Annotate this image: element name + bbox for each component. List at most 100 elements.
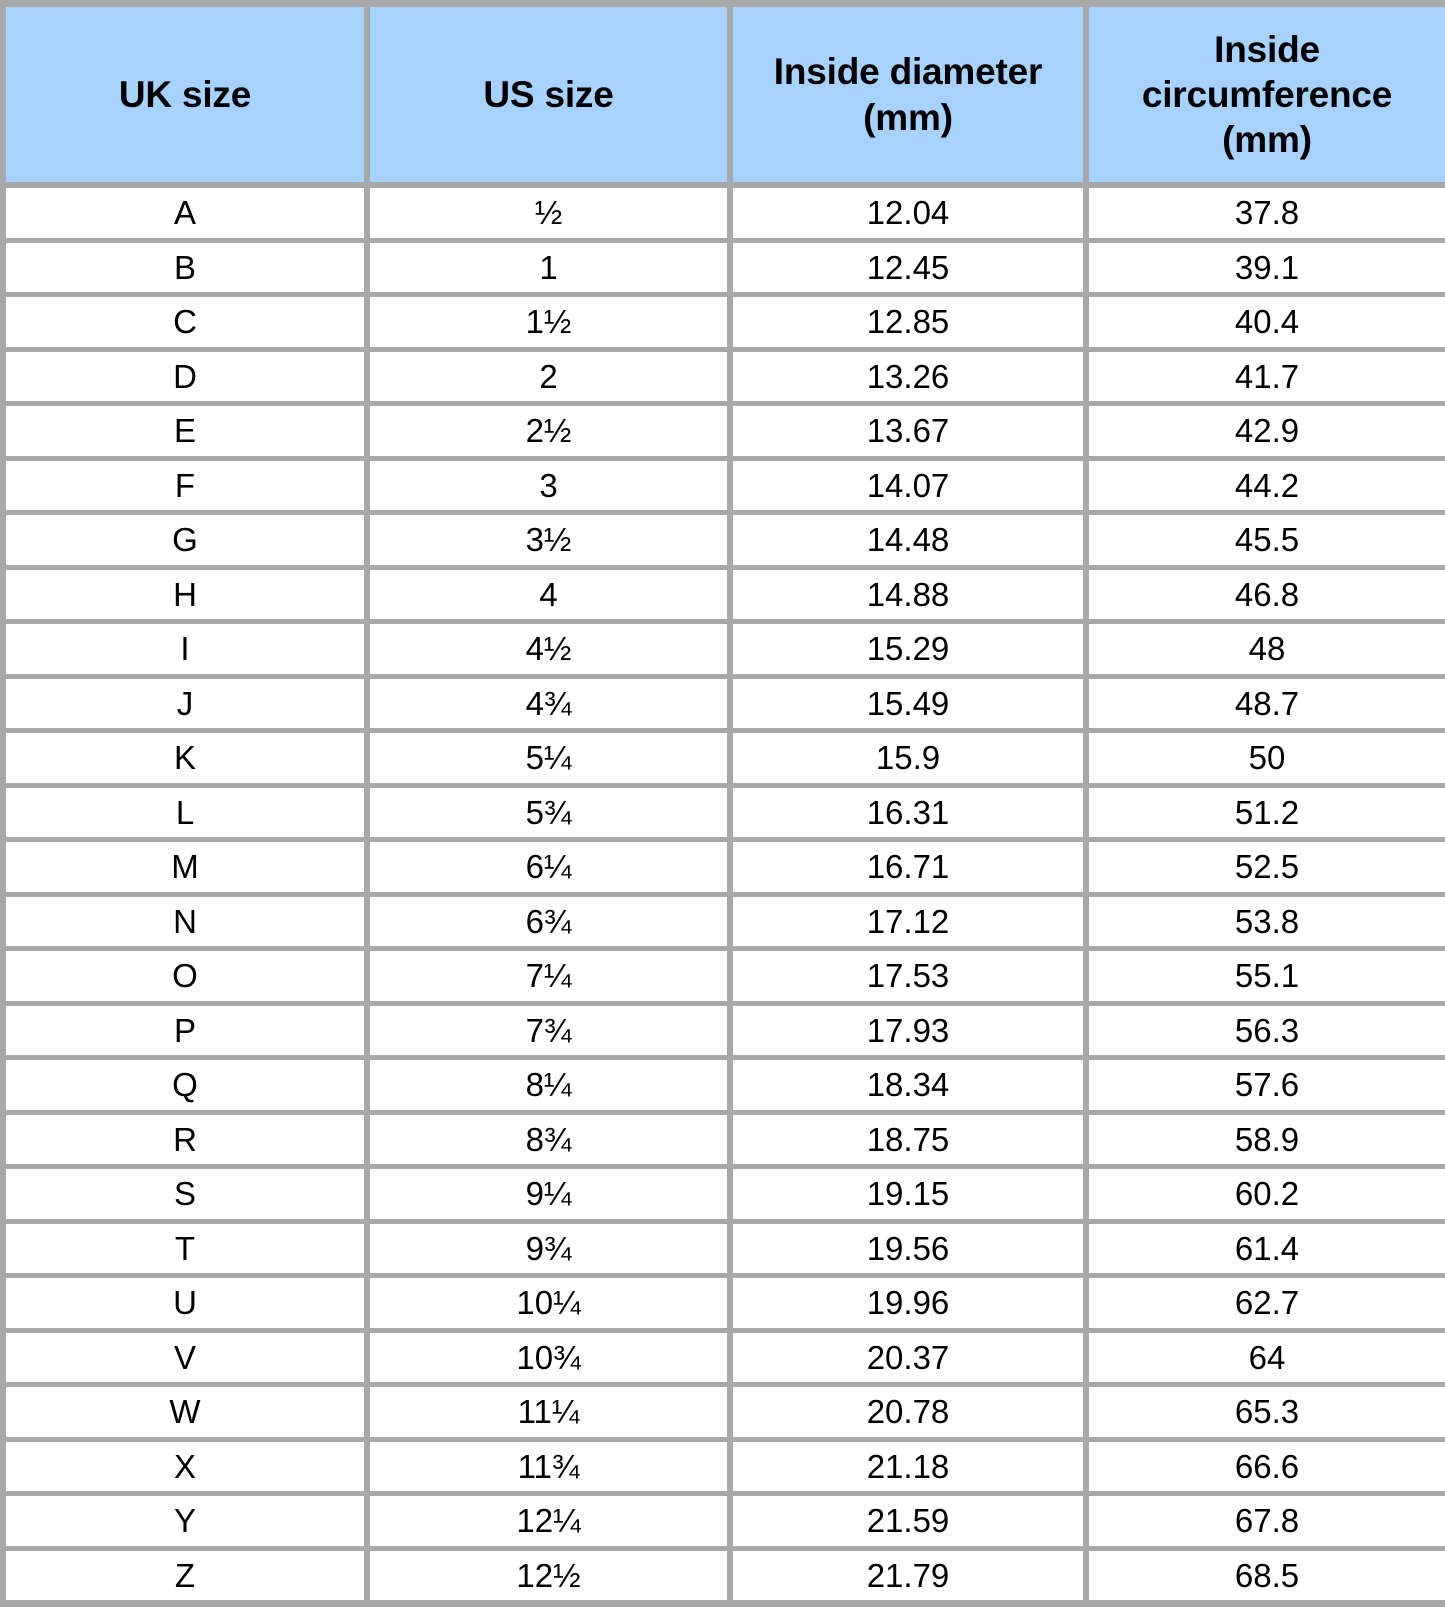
cell-uk_size-value: O [172, 957, 198, 995]
cell-us_size-value: ½ [534, 194, 563, 232]
table-row: T 9¾ 19.56 61.4 [0, 1218, 1445, 1278]
table-row: W 11¼ 20.78 65.3 [0, 1382, 1445, 1442]
cell-inside_diameter-value: 17.93 [866, 1011, 950, 1049]
column-header-uk-size-label: UK size [118, 73, 252, 115]
cell-us_size-value: 2½ [525, 412, 572, 450]
cell-us_size: 9¾ [364, 1218, 733, 1278]
cell-us_size: 4¾ [364, 673, 733, 733]
cell-inside_diameter-value: 20.37 [866, 1338, 950, 1376]
table-row: K 5¼ 15.9 50 [0, 728, 1445, 788]
cell-inside_diameter-value: 13.67 [866, 412, 950, 450]
cell-inside_diameter-value: 15.29 [866, 630, 950, 668]
cell-uk_size: P [0, 1000, 370, 1060]
cell-us_size-value: 3½ [525, 521, 572, 559]
cell-inside_circumference-value: 40.4 [1234, 303, 1300, 341]
cell-us_size-value: 6¼ [525, 848, 572, 886]
cell-inside_circumference: 55.1 [1083, 946, 1445, 1006]
cell-uk_size: J [0, 673, 370, 733]
column-header-inside-diameter-line1: Inside diameter [773, 51, 1043, 93]
cell-uk_size: C [0, 292, 370, 352]
table-row: P 7¾ 17.93 56.3 [0, 1000, 1445, 1060]
cell-us_size: 11¾ [364, 1436, 733, 1496]
header-row: UK size US size Inside diameter (mm) Ins… [0, 0, 1445, 188]
cell-inside_circumference: 67.8 [1083, 1491, 1445, 1551]
cell-inside_circumference: 51.2 [1083, 782, 1445, 842]
cell-us_size: 4 [364, 564, 733, 624]
cell-uk_size-value: X [173, 1447, 196, 1485]
cell-inside_circumference: 52.5 [1083, 837, 1445, 897]
cell-uk_size-value: S [173, 1175, 196, 1213]
table-row: S 9¼ 19.15 60.2 [0, 1164, 1445, 1224]
cell-uk_size: M [0, 837, 370, 897]
cell-us_size-value: 9¼ [525, 1175, 572, 1213]
table-row: G 3½ 14.48 45.5 [0, 510, 1445, 570]
cell-inside_diameter-value: 15.9 [875, 739, 941, 777]
cell-uk_size: V [0, 1327, 370, 1387]
cell-uk_size: W [0, 1382, 370, 1442]
cell-us_size: 5¼ [364, 728, 733, 788]
cell-inside_diameter: 21.79 [727, 1545, 1089, 1607]
cell-uk_size-value: I [180, 630, 190, 668]
cell-us_size: 12½ [364, 1545, 733, 1607]
cell-inside_circumference: 48 [1083, 619, 1445, 679]
cell-us_size-value: 7¼ [525, 957, 572, 995]
cell-inside_diameter: 14.48 [727, 510, 1089, 570]
table-row: Q 8¼ 18.34 57.6 [0, 1055, 1445, 1115]
cell-us_size-value: 7¾ [525, 1011, 572, 1049]
cell-inside_circumference: 46.8 [1083, 564, 1445, 624]
cell-inside_diameter-value: 17.12 [866, 902, 950, 940]
cell-us_size-value: 10¼ [516, 1284, 581, 1322]
cell-inside_circumference-value: 65.3 [1234, 1393, 1300, 1431]
cell-inside_circumference: 42.9 [1083, 401, 1445, 461]
cell-uk_size-value: B [173, 248, 196, 286]
table-row: U 10¼ 19.96 62.7 [0, 1273, 1445, 1333]
table-row: V 10¾ 20.37 64 [0, 1327, 1445, 1387]
cell-inside_circumference-value: 60.2 [1234, 1175, 1300, 1213]
table-row: J 4¾ 15.49 48.7 [0, 673, 1445, 733]
cell-inside_circumference: 37.8 [1083, 182, 1445, 243]
cell-inside_circumference-value: 67.8 [1234, 1502, 1300, 1540]
cell-inside_diameter: 15.9 [727, 728, 1089, 788]
cell-inside_circumference-value: 61.4 [1234, 1229, 1300, 1267]
column-header-inside-circumference-line3: (mm) [1222, 119, 1312, 161]
cell-us_size-value: 2 [539, 357, 558, 395]
table-row: R 8¾ 18.75 58.9 [0, 1109, 1445, 1169]
cell-inside_circumference-value: 64 [1248, 1338, 1286, 1376]
table-row: X 11¾ 21.18 66.6 [0, 1436, 1445, 1496]
cell-uk_size: O [0, 946, 370, 1006]
table-row: L 5¾ 16.31 51.2 [0, 782, 1445, 842]
table-row: I 4½ 15.29 48 [0, 619, 1445, 679]
cell-inside_diameter: 12.85 [727, 292, 1089, 352]
table-body: A ½ 12.04 37.8 B 1 12.45 39.1 C 1½ 12.85 40.4 D 2 13.2… [0, 182, 1445, 1607]
cell-inside_diameter-value: 13.26 [866, 357, 950, 395]
cell-inside_diameter-value: 12.45 [866, 248, 950, 286]
cell-us_size: ½ [364, 182, 733, 243]
cell-inside_diameter: 20.78 [727, 1382, 1089, 1442]
table-row: A ½ 12.04 37.8 [0, 182, 1445, 243]
cell-us_size-value: 5¼ [525, 739, 572, 777]
cell-inside_diameter-value: 18.75 [866, 1120, 950, 1158]
cell-uk_size-value: Y [173, 1502, 196, 1540]
cell-us_size-value: 10¾ [516, 1338, 581, 1376]
cell-uk_size-value: D [173, 357, 197, 395]
table-row: B 1 12.45 39.1 [0, 237, 1445, 297]
cell-inside_circumference: 50 [1083, 728, 1445, 788]
cell-uk_size-value: W [169, 1393, 201, 1431]
table-row: O 7¼ 17.53 55.1 [0, 946, 1445, 1006]
cell-inside_diameter: 13.26 [727, 346, 1089, 406]
cell-inside_diameter: 12.45 [727, 237, 1089, 297]
cell-uk_size-value: Z [174, 1556, 196, 1594]
cell-uk_size: I [0, 619, 370, 679]
cell-us_size: 8¼ [364, 1055, 733, 1115]
cell-inside_diameter-value: 14.48 [866, 521, 950, 559]
cell-inside_diameter-value: 19.56 [866, 1229, 950, 1267]
table-row: H 4 14.88 46.8 [0, 564, 1445, 624]
column-header-uk-size: UK size [0, 0, 370, 188]
cell-inside_circumference: 66.6 [1083, 1436, 1445, 1496]
cell-uk_size-value: E [173, 412, 196, 450]
cell-inside_circumference: 57.6 [1083, 1055, 1445, 1115]
cell-uk_size: S [0, 1164, 370, 1224]
cell-uk_size-value: L [175, 793, 195, 831]
cell-inside_circumference-value: 53.8 [1234, 902, 1300, 940]
cell-inside_circumference-value: 57.6 [1234, 1066, 1300, 1104]
